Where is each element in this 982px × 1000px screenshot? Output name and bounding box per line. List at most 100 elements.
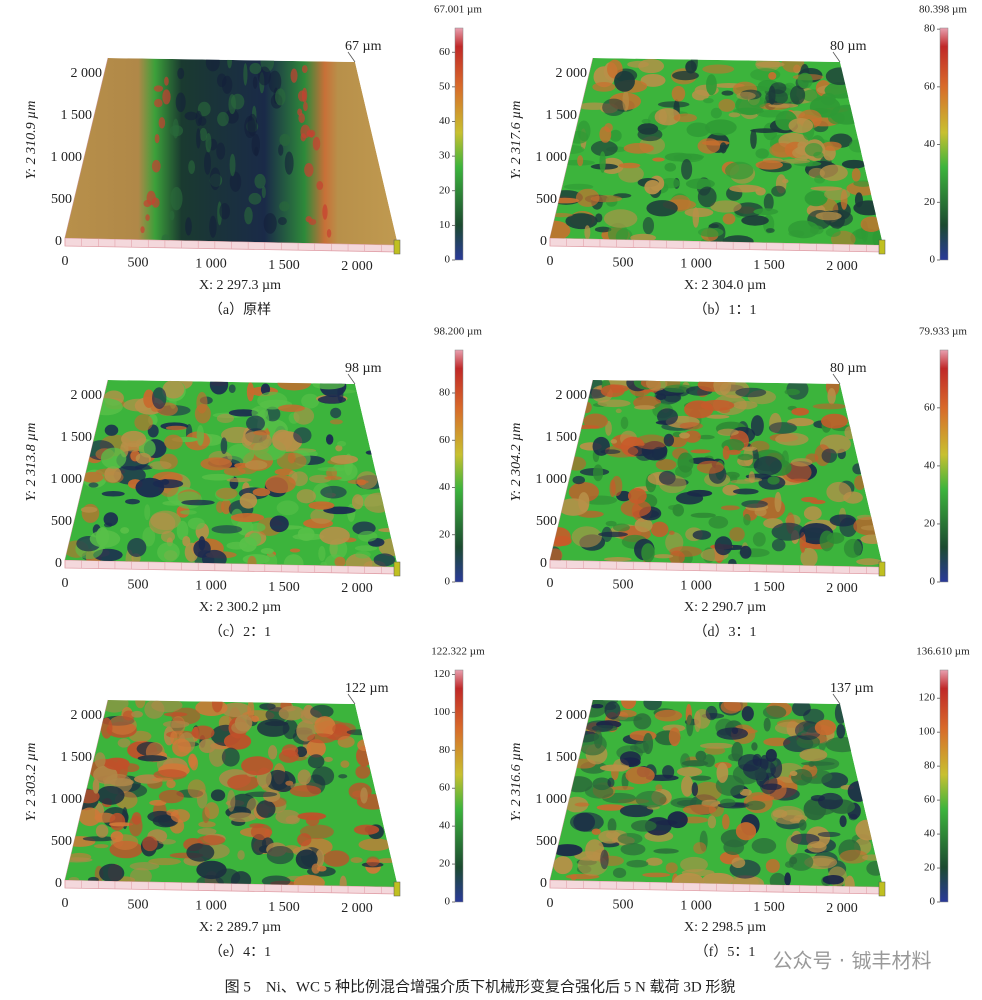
colorbar-tick-label: 0 (445, 254, 451, 266)
texture (297, 108, 303, 116)
texture (312, 136, 321, 151)
texture (765, 858, 780, 873)
texture (590, 140, 618, 157)
texture (574, 802, 590, 807)
texture (653, 554, 674, 559)
texture (204, 802, 220, 820)
texture (614, 70, 635, 92)
texture (196, 128, 201, 149)
texture (784, 872, 791, 886)
texture (834, 702, 847, 724)
y-tick-label: 1 000 (51, 792, 83, 807)
colorbar (939, 27, 949, 261)
texture (604, 444, 639, 458)
texture (163, 712, 188, 717)
texture (308, 501, 335, 510)
texture (211, 525, 243, 534)
texture (215, 487, 238, 499)
texture (366, 856, 380, 867)
texture (246, 415, 265, 432)
x-tick-label: 1 000 (680, 257, 712, 272)
texture (825, 736, 859, 753)
texture (260, 548, 274, 554)
texture (690, 449, 711, 454)
texture (803, 506, 822, 521)
texture (323, 756, 333, 762)
texture (856, 514, 874, 521)
texture (855, 819, 880, 841)
texture (269, 515, 289, 533)
texture (641, 543, 655, 563)
axis-cube (393, 881, 401, 897)
texture (618, 165, 644, 183)
figure-caption: 图 5 Ni、WC 5 种比例混合增强介质下机械形变复合强化后 5 N 载荷 3… (225, 977, 736, 995)
colorbar-tick-label: 20 (924, 517, 936, 529)
texture (787, 417, 814, 427)
texture (278, 705, 305, 721)
texture (228, 409, 258, 417)
texture (753, 456, 782, 476)
texture (219, 203, 231, 220)
texture (627, 60, 649, 68)
texture (95, 527, 110, 547)
texture (337, 440, 347, 447)
texture (330, 454, 359, 464)
colorbar-tick-label: 40 (439, 115, 451, 127)
x-tick-label: 1 500 (268, 580, 300, 595)
texture (93, 765, 118, 784)
texture (125, 498, 140, 505)
texture (633, 713, 652, 730)
y-tick-label: 2 000 (71, 66, 103, 81)
texture (771, 185, 786, 197)
texture (645, 857, 663, 866)
texture (198, 739, 216, 753)
texture (82, 836, 116, 842)
texture (334, 556, 346, 567)
texture (736, 91, 756, 100)
texture (228, 384, 236, 393)
texture (682, 804, 717, 815)
texture (807, 841, 827, 853)
texture (705, 414, 730, 419)
x-tick-label: 1 500 (753, 900, 785, 915)
texture (131, 710, 143, 718)
texture (592, 82, 616, 92)
texture (78, 807, 101, 827)
texture (681, 775, 694, 797)
texture (791, 407, 810, 416)
x-tick-label: 1 000 (680, 899, 712, 914)
texture (227, 789, 236, 812)
texture (227, 774, 260, 791)
x-axis-label: X: 2 304.0 µm (684, 278, 766, 293)
texture (728, 112, 741, 118)
colorbar-tick-label: 0 (930, 896, 936, 908)
colorbar-tick-label: 0 (930, 254, 936, 266)
texture (319, 526, 350, 545)
texture (696, 460, 724, 474)
colorbar-max-label: 98.200 µm (434, 326, 482, 338)
texture (187, 517, 205, 530)
texture (552, 844, 583, 857)
caption: （d）3：1 (694, 624, 757, 640)
texture (575, 188, 600, 207)
texture (345, 553, 373, 567)
texture (634, 405, 656, 410)
texture (257, 719, 290, 737)
texture (788, 118, 814, 134)
texture (634, 741, 649, 754)
colorbar-tick-label: 60 (439, 46, 451, 58)
texture (357, 479, 367, 486)
texture (209, 215, 217, 238)
texture (654, 709, 683, 722)
texture (135, 700, 146, 709)
colorbar-tick-label: 0 (930, 576, 936, 588)
colorbar (939, 349, 949, 583)
texture (763, 717, 771, 732)
texture (310, 704, 334, 719)
peak-pointer (347, 693, 356, 705)
texture (373, 553, 396, 567)
texture (568, 482, 600, 502)
texture (729, 184, 762, 193)
texture (289, 785, 322, 798)
texture (241, 756, 274, 776)
